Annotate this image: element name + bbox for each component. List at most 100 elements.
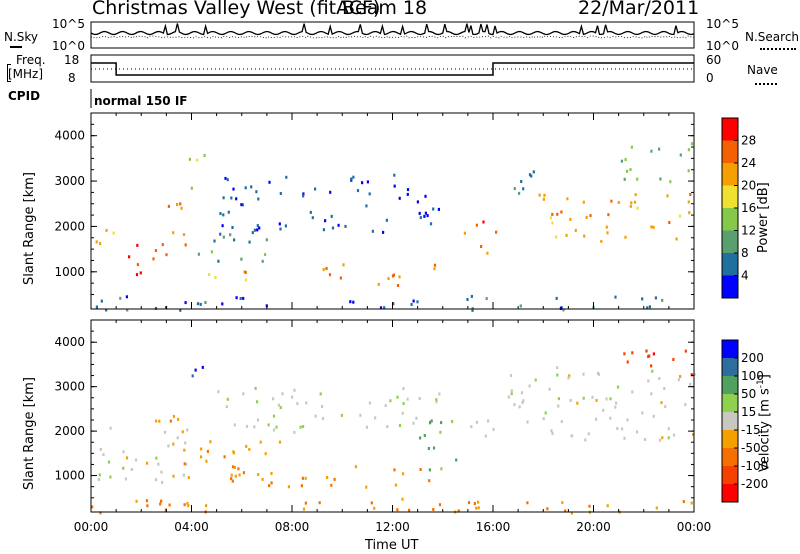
velocity-cell (130, 468, 133, 471)
velocity-cell (658, 377, 661, 380)
x-tick-label: 00:00 (74, 520, 109, 534)
power-cell (416, 200, 419, 204)
velocity-cell (645, 349, 648, 353)
power-cell (629, 168, 632, 172)
power-cell (100, 299, 103, 303)
power-cell (330, 214, 333, 218)
velocity-cell (155, 419, 158, 423)
velocity-cell (631, 390, 634, 394)
velocity-cell (576, 401, 579, 405)
velocity-cell (435, 400, 438, 404)
velocity-colorbar-segment (722, 394, 738, 412)
power-cell (180, 206, 183, 210)
velocity-cell (242, 392, 245, 396)
velocity-cell (418, 397, 421, 400)
power-cell (235, 296, 238, 300)
velocity-cell (109, 426, 112, 430)
power-cell (393, 184, 396, 188)
power-cell (324, 219, 327, 223)
power-cell (650, 149, 653, 153)
velocity-cell (631, 351, 634, 355)
power-cell (361, 181, 364, 185)
power-cell (256, 228, 259, 232)
velocity-cell (438, 503, 442, 507)
power-cell (532, 170, 535, 174)
power-cell (161, 243, 164, 247)
velocity-cell (186, 501, 189, 505)
beam-title: Beam 18 (342, 0, 428, 19)
x-tick-label: 08:00 (275, 520, 310, 534)
velocity-cell (477, 506, 480, 510)
velocity-cell (102, 453, 105, 457)
nsky-legend-line (10, 46, 22, 48)
velocity-cell (652, 352, 655, 356)
velocity-cell (614, 405, 617, 409)
power-cell (95, 305, 98, 309)
power-cell (600, 239, 603, 243)
power-cell (470, 294, 473, 298)
velocity-cell (520, 391, 523, 395)
velocity-cell (242, 471, 245, 475)
velocity-cell (623, 436, 626, 440)
nave-label: Nave (747, 63, 778, 77)
velocity-cell (134, 458, 138, 462)
power-cell (128, 255, 131, 259)
velocity-cell (277, 403, 280, 407)
power-cell (199, 302, 202, 306)
power-cell (165, 253, 168, 257)
velocity-cell (340, 413, 343, 417)
power-cell (179, 308, 182, 312)
power-cell (614, 295, 617, 299)
velocity-cell (455, 458, 458, 462)
power-colorbar: 4 8 12 16 20 24 28 (721, 117, 756, 299)
velocity-cell (272, 397, 275, 401)
velocity-cell (467, 501, 471, 505)
power-cell (589, 214, 592, 218)
velocity-cell (98, 473, 101, 477)
velocity-cell (181, 430, 184, 434)
velocity-cell (159, 502, 162, 506)
velocity-cell (588, 504, 591, 508)
velocity-cell (528, 384, 531, 388)
velocity-cell (393, 468, 396, 472)
power-cell (257, 197, 260, 201)
velocity-cell (314, 414, 317, 418)
power-cell (398, 275, 401, 279)
power-cell (583, 234, 586, 238)
velocity-cell (677, 378, 680, 382)
velocity-cell (278, 440, 282, 444)
power-cell (213, 239, 216, 243)
power-cell (182, 233, 186, 237)
velocity-cell (606, 504, 609, 508)
velocity-cell (684, 403, 687, 407)
velocity-cell (182, 473, 185, 477)
nsearch-tick-top: 10^5 (706, 17, 739, 31)
power-ytick-label: 1000 (54, 265, 85, 279)
velocity-ytick-label: 2000 (54, 424, 85, 438)
power-cell (350, 177, 353, 181)
power-cell (214, 276, 217, 279)
x-tick-label: 16:00 (476, 520, 511, 534)
power-colorbar-tick-label: 8 (741, 246, 749, 260)
power-cell (416, 300, 419, 304)
power-cell (424, 211, 427, 215)
velocity-cell (650, 392, 653, 396)
power-cell (398, 196, 401, 200)
power-cell (251, 231, 254, 235)
velocity-cell (551, 431, 554, 435)
power-cell (229, 233, 232, 237)
velocity-cell (419, 468, 422, 471)
power-cell (285, 175, 288, 179)
power-cell (136, 243, 139, 247)
power-cell (391, 274, 395, 278)
velocity-cell (287, 485, 290, 489)
power-cell (322, 268, 325, 272)
velocity-cell (582, 396, 585, 400)
velocity-cell (605, 397, 608, 401)
power-cell (265, 238, 268, 242)
velocity-cell (664, 405, 667, 409)
velocity-colorbar-segment (722, 340, 738, 358)
power-cell (244, 278, 247, 282)
velocity-cell (652, 414, 655, 418)
